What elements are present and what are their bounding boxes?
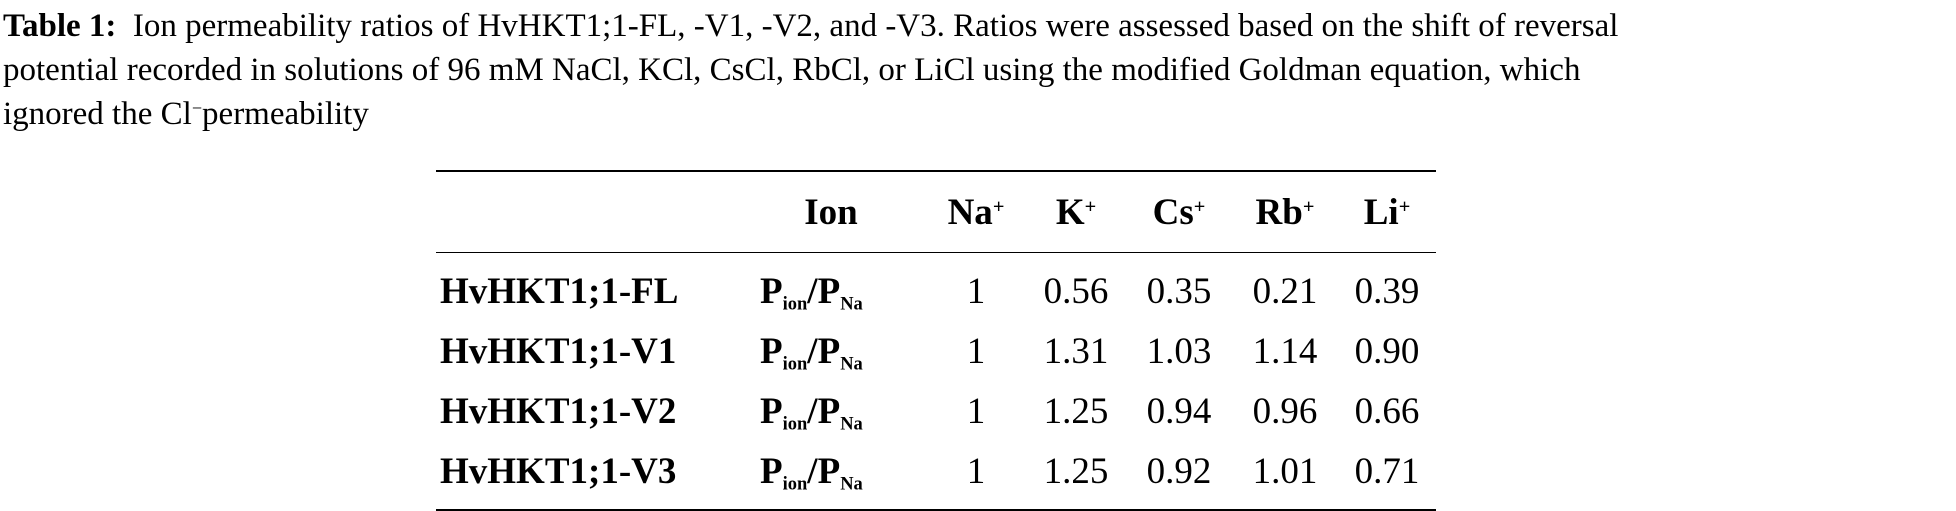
ratio-cell: Pion/PNa bbox=[736, 321, 926, 381]
value-cell: 1.14 bbox=[1252, 330, 1318, 372]
table-body: HvHKT1;1-FL Pion/PNa 1 0.56 0.35 0.21 0.39 HvHK… bbox=[436, 253, 1436, 510]
header-cs-charge: + bbox=[1193, 195, 1206, 218]
permeability-table-wrapper: Ion Na+ K+ Cs+ Rb+ Li+ HvHKT1;1-FL Pion/P… bbox=[436, 170, 1436, 511]
table-row: HvHKT1;1-V2 Pion/PNa 1 1.25 0.94 0.96 0.66 bbox=[436, 381, 1436, 441]
header-li-label: Li bbox=[1363, 191, 1399, 233]
caption-line-1: Table 1: Ion permeability ratios of HvHK… bbox=[3, 4, 1953, 48]
caption-label: Table 1: bbox=[3, 8, 117, 44]
ratio-sub-ion: ion bbox=[782, 413, 808, 434]
ratio-slash: / bbox=[807, 450, 818, 492]
variant-cell: HvHKT1;1-FL bbox=[440, 270, 679, 312]
header-ion-label: Ion bbox=[804, 191, 858, 233]
header-li: Li+ bbox=[1338, 171, 1436, 253]
ratio-p-ion: P bbox=[760, 450, 783, 492]
value-cell: 0.35 bbox=[1146, 270, 1212, 312]
ratio-p-na: P bbox=[817, 450, 841, 492]
ratio-p-ion: P bbox=[760, 330, 783, 372]
ratio-sub-na: Na bbox=[840, 413, 863, 434]
header-na: Na+ bbox=[926, 171, 1026, 253]
ratio-cell: Pion/PNa bbox=[736, 381, 926, 441]
table-row: HvHKT1;1-V1 Pion/PNa 1 1.31 1.03 1.14 0.90 bbox=[436, 321, 1436, 381]
variant-cell: HvHKT1;1-V1 bbox=[440, 330, 677, 372]
value-cell: 1 bbox=[966, 330, 986, 372]
ratio-slash: / bbox=[807, 270, 818, 312]
ratio-cell: Pion/PNa bbox=[736, 253, 926, 322]
caption-text-3a: ignored the Cl bbox=[3, 96, 192, 132]
header-rb: Rb+ bbox=[1232, 171, 1338, 253]
permeability-table: Ion Na+ K+ Cs+ Rb+ Li+ HvHKT1;1-FL Pion/P… bbox=[436, 170, 1436, 511]
ratio-sub-ion: ion bbox=[782, 353, 808, 374]
header-cs-label: Cs bbox=[1152, 191, 1194, 233]
value-cell: 0.39 bbox=[1354, 270, 1420, 312]
ratio-p-na: P bbox=[817, 270, 841, 312]
header-na-label: Na bbox=[947, 191, 993, 233]
header-rb-label: Rb bbox=[1255, 191, 1303, 233]
ratio-sub-ion: ion bbox=[782, 473, 808, 494]
caption-text-3b: permeability bbox=[202, 96, 369, 132]
header-na-charge: + bbox=[992, 195, 1005, 218]
value-cell: 0.96 bbox=[1252, 390, 1318, 432]
caption-line-3: ignored the Cl−permeability bbox=[3, 92, 1953, 136]
value-cell: 1.01 bbox=[1252, 450, 1318, 492]
value-cell: 1.31 bbox=[1043, 330, 1109, 372]
variant-cell: HvHKT1;1-V2 bbox=[440, 390, 677, 432]
ratio-p-ion: P bbox=[760, 270, 783, 312]
header-blank bbox=[436, 171, 736, 253]
header-ion: Ion bbox=[736, 171, 926, 253]
table-row: HvHKT1;1-FL Pion/PNa 1 0.56 0.35 0.21 0.39 bbox=[436, 253, 1436, 322]
value-cell: 0.21 bbox=[1252, 270, 1318, 312]
ratio-sub-na: Na bbox=[840, 293, 863, 314]
ratio-sub-na: Na bbox=[840, 473, 863, 494]
ratio-p-na: P bbox=[817, 390, 841, 432]
ratio-slash: / bbox=[807, 390, 818, 432]
ratio-p-na: P bbox=[817, 330, 841, 372]
value-cell: 0.94 bbox=[1146, 390, 1212, 432]
ratio-cell: Pion/PNa bbox=[736, 441, 926, 510]
value-cell: 1.25 bbox=[1043, 390, 1109, 432]
value-cell: 1 bbox=[966, 390, 986, 432]
header-k-label: K bbox=[1055, 191, 1085, 233]
value-cell: 0.92 bbox=[1146, 450, 1212, 492]
header-cs: Cs+ bbox=[1126, 171, 1232, 253]
value-cell: 1 bbox=[966, 450, 986, 492]
caption-charge: − bbox=[191, 98, 203, 119]
header-k-charge: + bbox=[1084, 195, 1097, 218]
value-cell: 0.71 bbox=[1354, 450, 1420, 492]
value-cell: 1.25 bbox=[1043, 450, 1109, 492]
value-cell: 1 bbox=[966, 270, 986, 312]
caption-text-1: Ion permeability ratios of HvHKT1;1-FL, … bbox=[132, 8, 1619, 44]
header-row: Ion Na+ K+ Cs+ Rb+ Li+ bbox=[436, 171, 1436, 253]
value-cell: 0.56 bbox=[1043, 270, 1109, 312]
table-row: HvHKT1;1-V3 Pion/PNa 1 1.25 0.92 1.01 0.71 bbox=[436, 441, 1436, 510]
value-cell: 0.90 bbox=[1354, 330, 1420, 372]
header-k: K+ bbox=[1026, 171, 1126, 253]
variant-cell: HvHKT1;1-V3 bbox=[440, 450, 677, 492]
ratio-p-ion: P bbox=[760, 390, 783, 432]
caption-line-2: potential recorded in solutions of 96 mM… bbox=[3, 52, 1581, 88]
value-cell: 1.03 bbox=[1146, 330, 1212, 372]
header-li-charge: + bbox=[1398, 195, 1411, 218]
ratio-slash: / bbox=[807, 330, 818, 372]
header-rb-charge: + bbox=[1302, 195, 1315, 218]
ratio-sub-ion: ion bbox=[782, 293, 808, 314]
value-cell: 0.66 bbox=[1354, 390, 1420, 432]
ratio-sub-na: Na bbox=[840, 353, 863, 374]
table-caption: Table 1: Ion permeability ratios of HvHK… bbox=[3, 4, 1953, 136]
